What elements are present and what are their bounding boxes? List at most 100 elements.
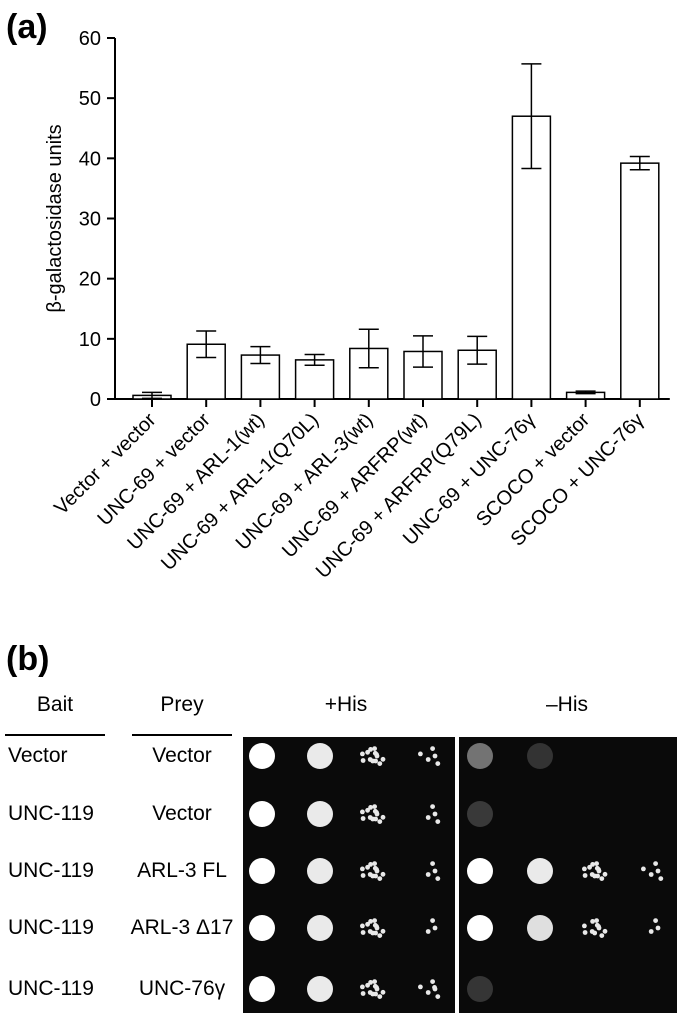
colony-dot (587, 864, 592, 870)
growth-spot (307, 801, 333, 827)
colony-dot (380, 756, 386, 762)
y-tick-label: 40 (79, 148, 101, 170)
colony-dot (373, 930, 378, 936)
header-bait: Bait (36, 693, 74, 716)
colony-dot (374, 867, 379, 872)
colony-dot (602, 871, 608, 877)
colony-dot (373, 873, 378, 879)
colony-dot (599, 933, 605, 938)
colony-dot (594, 865, 600, 871)
growth-spot (467, 915, 493, 941)
y-tick-label: 30 (79, 209, 101, 231)
growth-spot (307, 858, 333, 884)
colony-dot (374, 811, 380, 817)
colony-dot (430, 804, 435, 809)
colony-dot (374, 752, 379, 757)
colony-dot (430, 979, 435, 984)
growth-spot (527, 858, 553, 884)
y-axis-label: β-galactosidase units (44, 124, 66, 312)
y-tick-label: 10 (79, 329, 101, 351)
colony-dot (432, 925, 438, 931)
colony-dot (372, 979, 377, 984)
colony-dot (432, 985, 437, 990)
bait-cell: UNC-119 (8, 916, 94, 939)
growth-spot (467, 743, 493, 769)
colony-dot (418, 751, 423, 757)
colony-dot (372, 861, 377, 866)
colony-dot (590, 919, 595, 924)
colony-dot (365, 864, 370, 870)
colony-dot (648, 929, 654, 934)
colony-dot (360, 923, 365, 929)
header-minus-his: –His (545, 693, 588, 716)
colony-dot (360, 758, 366, 763)
colony-dot (377, 876, 383, 881)
colony-dot (360, 984, 365, 990)
prey-cell: Vector (152, 744, 212, 767)
colony-dot (373, 758, 378, 764)
colony-dot (365, 749, 370, 755)
colony-dot (589, 929, 595, 934)
colony-dot (377, 819, 383, 824)
colony-dot (374, 986, 380, 992)
colony-dot (641, 866, 646, 872)
colony-dot (380, 871, 386, 877)
colony-dot (435, 761, 441, 766)
colony-dot (599, 876, 605, 881)
colony-dot (435, 876, 441, 881)
colony-dot (425, 990, 431, 995)
colony-dot (372, 865, 378, 871)
colony-dot (373, 991, 378, 997)
colony-dot (380, 928, 386, 934)
bait-cell: UNC-119 (8, 977, 94, 1000)
panel-b-label: (b) (6, 640, 50, 678)
colony-dot (374, 810, 379, 815)
colony-dot (596, 868, 602, 874)
colony-dot (377, 761, 383, 766)
header-plus-his: +His (324, 693, 368, 716)
colony-dot (596, 867, 601, 872)
colony-dot (648, 872, 654, 877)
colony-dot (425, 929, 431, 934)
colony-dot (594, 918, 599, 923)
colony-dot (380, 814, 386, 820)
growth-spot (249, 858, 275, 884)
colony-dot (373, 816, 378, 822)
colony-dot (368, 862, 373, 867)
growth-spot (307, 976, 333, 1002)
bar (620, 162, 660, 400)
growth-spot (249, 976, 275, 1002)
colony-dot (595, 873, 600, 879)
colony-dot (365, 982, 370, 988)
colony-dot (360, 866, 365, 872)
colony-dot (425, 757, 431, 762)
growth-spot (249, 915, 275, 941)
growth-spot (467, 976, 493, 1002)
colony-dot (594, 922, 600, 928)
colony-dot (372, 746, 377, 751)
colony-dot (655, 868, 661, 874)
bar (240, 354, 281, 400)
colony-dot (360, 809, 365, 815)
colony-dot (377, 933, 383, 938)
colony-dot (370, 873, 376, 879)
colony-dot (367, 990, 373, 995)
growth-spot (307, 915, 333, 941)
colony-dot (372, 983, 378, 989)
y-tick-label: 0 (90, 389, 101, 411)
colony-dot (432, 753, 438, 759)
colony-dot (430, 746, 435, 751)
colony-dot (370, 930, 376, 936)
prey-cell: ARL-3 FL (137, 859, 227, 882)
y-tick-label: 60 (79, 28, 101, 50)
growth-spot (467, 801, 493, 827)
prey-underline (132, 734, 232, 736)
colony-dot (360, 873, 366, 878)
colony-dot (430, 861, 435, 866)
colony-dot (432, 811, 438, 817)
y-tick-label: 20 (79, 269, 101, 291)
colony-dot (368, 980, 373, 985)
bait-cell: UNC-119 (8, 859, 94, 882)
colony-dot (365, 807, 370, 813)
